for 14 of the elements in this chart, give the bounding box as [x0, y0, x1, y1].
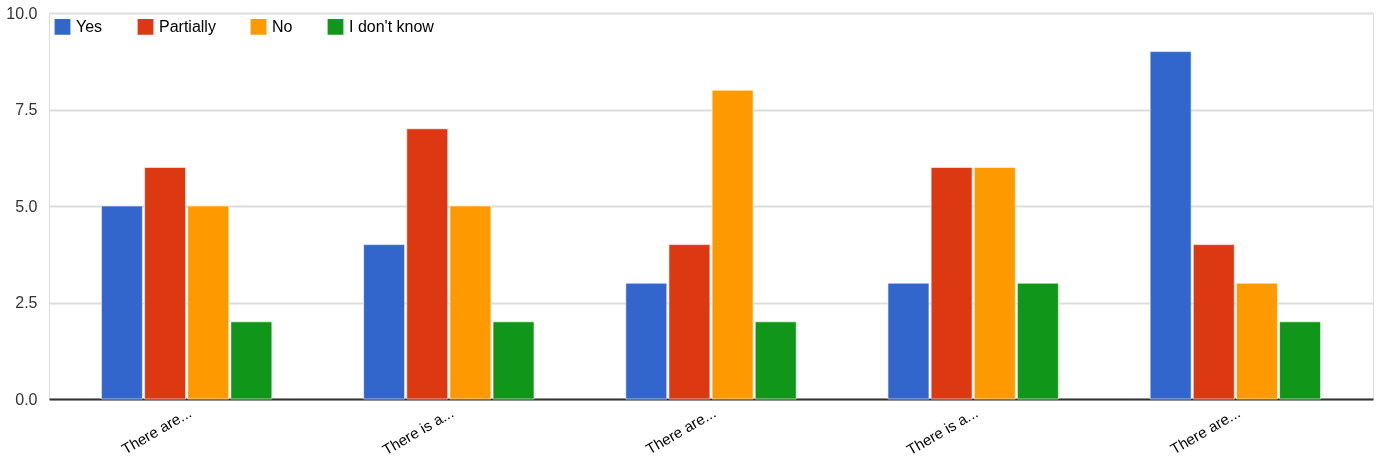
x-tick-label: There are...	[1167, 403, 1243, 458]
y-tick-label: 7.5	[15, 101, 38, 118]
legend-label: I don't know	[349, 17, 435, 35]
x-tick-label: There are...	[642, 403, 719, 458]
x-tick-label: There is a...	[379, 403, 457, 459]
x-tick-label: There are...	[118, 403, 195, 458]
legend-label: Partially	[159, 17, 216, 35]
legend-label: Yes	[76, 17, 103, 35]
y-tick-label: 5.0	[15, 197, 38, 215]
legend-label: No	[272, 17, 293, 35]
y-tick-label: 10.0	[6, 4, 38, 22]
y-tick-label: 0.0	[15, 390, 38, 408]
x-tick-label: There is a...	[903, 403, 981, 459]
y-tick-label: 2.5	[15, 294, 38, 311]
